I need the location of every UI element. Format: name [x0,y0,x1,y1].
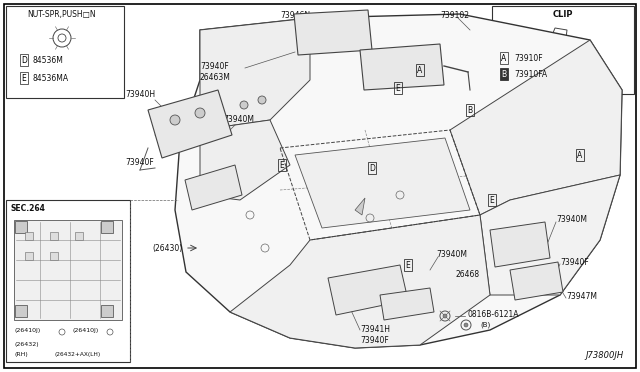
Bar [15,221,27,233]
Text: (RH): (RH) [14,352,28,357]
Bar [101,221,113,233]
Polygon shape [295,138,470,228]
Text: 26463M: 26463M [200,73,231,82]
Text: 73910F: 73910F [514,54,543,62]
Polygon shape [490,222,550,267]
Polygon shape [200,120,290,200]
Text: 73940H: 73940H [125,90,155,99]
Text: 73946N: 73946N [280,11,310,20]
Polygon shape [450,40,622,215]
Text: E: E [490,196,494,205]
Bar [15,305,27,317]
Bar [50,252,58,260]
Polygon shape [360,44,444,90]
Bar [370,58,430,80]
Text: 73940F: 73940F [200,62,228,71]
Circle shape [443,314,447,318]
Text: (26410J): (26410J) [14,328,40,333]
Text: (26430): (26430) [152,244,182,253]
Polygon shape [230,215,490,348]
Text: B: B [467,106,472,115]
Polygon shape [480,175,620,295]
Polygon shape [200,18,310,130]
Circle shape [170,115,180,125]
Circle shape [464,323,468,327]
Text: 84536MA: 84536MA [32,74,68,83]
Circle shape [195,108,205,118]
Polygon shape [185,165,242,210]
Bar [14,220,122,320]
Text: CLIP: CLIP [553,10,573,19]
Text: A: A [501,54,507,62]
Text: D: D [21,55,27,64]
Polygon shape [148,90,232,158]
Bar [25,252,33,260]
Polygon shape [380,288,434,320]
Text: 84536M: 84536M [32,55,63,64]
Text: 73940M: 73940M [556,215,587,224]
Text: (26432+AX(LH): (26432+AX(LH) [54,352,100,357]
Text: (B): (B) [480,321,490,327]
Polygon shape [328,265,408,315]
Bar [492,6,634,94]
Text: 73940F: 73940F [125,158,154,167]
Text: 73910FA: 73910FA [514,70,547,78]
Text: E: E [396,83,401,93]
Text: E: E [22,74,26,83]
Text: E: E [406,260,410,269]
Bar [50,232,58,240]
Polygon shape [294,10,372,55]
Text: SEC.264: SEC.264 [10,204,45,213]
Text: J73800JH: J73800JH [586,351,624,360]
Text: 73940M: 73940M [223,115,254,124]
Text: 73947M: 73947M [566,292,597,301]
Text: NUT-SPR,PUSH□N: NUT-SPR,PUSH□N [28,10,96,19]
Bar [75,232,83,240]
Text: A: A [577,151,582,160]
Text: (26410J): (26410J) [72,328,99,333]
Circle shape [240,101,248,109]
Bar [25,232,33,240]
Text: B: B [501,70,507,78]
Text: A: A [417,65,422,74]
Text: 73941H: 73941H [360,325,390,334]
Text: E: E [280,160,284,170]
Polygon shape [175,14,622,348]
Bar [6,6,124,98]
Bar [101,305,113,317]
Text: 73940F: 73940F [560,258,589,267]
Circle shape [258,96,266,104]
Text: 739102: 739102 [440,11,469,20]
Text: 73940M: 73940M [400,59,431,68]
Polygon shape [510,262,563,300]
Text: D: D [369,164,375,173]
Bar [306,30,356,44]
Text: 73940F: 73940F [360,336,388,345]
Text: 73940M: 73940M [436,250,467,259]
Text: 0816B-6121A: 0816B-6121A [468,310,520,319]
Bar [6,200,130,362]
Text: (26432): (26432) [14,342,38,347]
Text: 26468: 26468 [456,270,480,279]
Polygon shape [355,198,365,215]
